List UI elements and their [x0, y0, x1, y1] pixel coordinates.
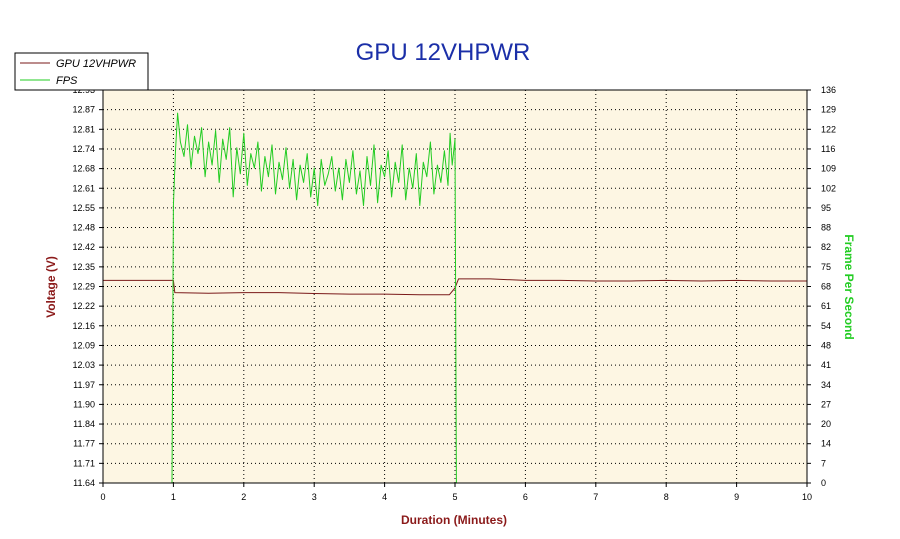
- y-tick-label: 12.29: [72, 282, 95, 292]
- y2-tick-label: 88: [821, 223, 831, 233]
- y-tick-label: 12.61: [72, 183, 95, 193]
- x-tick-label: 0: [100, 492, 105, 502]
- y-tick-label: 12.16: [72, 321, 95, 331]
- y2-tick-label: 129: [821, 105, 836, 115]
- legend: GPU 12VHPWR FPS: [14, 52, 149, 91]
- y2-tick-label: 75: [821, 262, 831, 272]
- x-tick-label: 10: [802, 492, 812, 502]
- y-tick-label: 12.87: [72, 105, 95, 115]
- x-tick-label: 4: [382, 492, 387, 502]
- x-tick-label: 3: [312, 492, 317, 502]
- y-tick-label: 12.55: [72, 203, 95, 213]
- y2-tick-label: 102: [821, 183, 836, 193]
- y-tick-label: 12.09: [72, 340, 95, 350]
- y2-tick-label: 109: [821, 164, 836, 174]
- y-tick-label: 11.64: [73, 478, 95, 488]
- y2-tick-label: 20: [821, 419, 831, 429]
- series-line-fps: [103, 112, 457, 484]
- y2-tick-label: 34: [821, 380, 831, 390]
- y2-tick-label: 41: [821, 360, 831, 370]
- y-axis-title: Voltage (V): [44, 256, 58, 318]
- legend-label-fps: FPS: [56, 75, 78, 87]
- x-tick-label: 6: [523, 492, 528, 502]
- y-tick-label: 12.48: [72, 223, 95, 233]
- y2-tick-label: 48: [821, 340, 831, 350]
- y2-tick-label: 95: [821, 203, 831, 213]
- x-axis-title: Duration (Minutes): [401, 513, 507, 527]
- x-tick-label: 5: [452, 492, 457, 502]
- y-tick-label: 11.97: [73, 380, 95, 390]
- y2-tick-label: 61: [821, 301, 831, 311]
- y-tick-label: 12.74: [72, 144, 95, 154]
- x-tick-label: 1: [171, 492, 176, 502]
- y2-tick-label: 136: [821, 85, 836, 95]
- y2-tick-label: 82: [821, 242, 831, 252]
- y2-tick-label: 27: [821, 399, 831, 409]
- y-tick-label: 12.35: [72, 262, 95, 272]
- x-tick-label: 2: [241, 492, 246, 502]
- y-tick-label: 12.81: [72, 124, 95, 134]
- legend-box: [14, 52, 149, 91]
- y2-tick-label: 116: [821, 144, 835, 154]
- y2-tick-label: 68: [821, 282, 831, 292]
- y-tick-label: 11.84: [73, 419, 95, 429]
- ticks: 0 1 2 3 4 5 6 7 8 9 1011.6411.7111.7711.8411.9011.…: [72, 85, 836, 502]
- y-tick-label: 12.03: [72, 360, 95, 370]
- y-tick-label: 12.22: [72, 301, 95, 311]
- legend-label-gpu-12vhpwr: GPU 12VHPWR: [56, 58, 136, 70]
- y-tick-label: 11.77: [73, 439, 95, 449]
- y2-tick-label: 7: [821, 458, 826, 468]
- y-tick-label: 12.68: [72, 164, 95, 174]
- x-tick-label: 8: [664, 492, 669, 502]
- y2-tick-label: 122: [821, 124, 836, 134]
- y2-tick-label: 14: [821, 439, 831, 449]
- x-tick-label: 9: [734, 492, 739, 502]
- x-tick-label: 7: [593, 492, 598, 502]
- y2-tick-label: 0: [821, 478, 826, 488]
- y2-tick-label: 54: [821, 321, 831, 331]
- series-layer: [103, 112, 807, 484]
- chart-title: GPU 12VHPWR: [356, 39, 531, 66]
- series-line-gpu-12vhpwr: [103, 278, 807, 296]
- y-tick-label: 12.42: [72, 242, 95, 252]
- y-tick-label: 11.90: [73, 399, 95, 409]
- y2-axis-title: Frame Per Second: [842, 234, 856, 339]
- y-tick-label: 11.71: [73, 458, 95, 468]
